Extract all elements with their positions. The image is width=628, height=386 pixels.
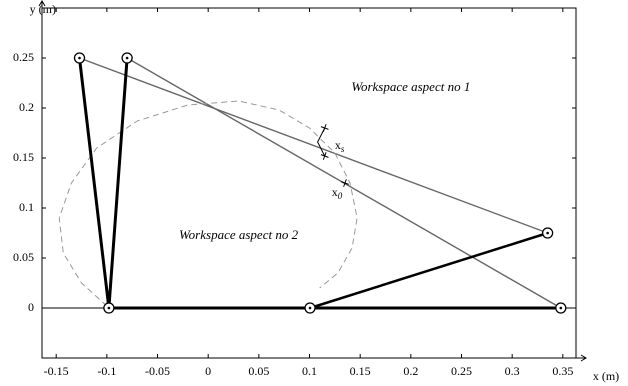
x-axis-arrow <box>576 354 587 362</box>
link <box>317 127 326 157</box>
y-tick-label: 0.15 <box>13 150 34 164</box>
annotation: xs <box>335 138 345 154</box>
annotation-text: x <box>335 138 341 152</box>
x-tick-label: -0.15 <box>44 364 69 378</box>
cross-marker <box>320 152 329 160</box>
annotation-subscript: s <box>341 144 345 154</box>
plot-frame <box>41 7 577 359</box>
joint-dot <box>559 306 563 310</box>
joint-dot <box>78 56 81 60</box>
x-axis-label: x (m) <box>593 369 619 383</box>
x-tick-label: -0.1 <box>97 364 116 378</box>
y-axis-arrow <box>38 0 46 8</box>
joint-dot <box>125 56 129 60</box>
joint-dot <box>308 306 312 310</box>
x-tick-label: 0.25 <box>451 364 472 378</box>
joint-dot <box>107 306 111 310</box>
annotation: Workspace aspect no 1 <box>351 79 470 94</box>
cross <box>320 124 329 132</box>
joint <box>103 302 115 314</box>
joint <box>304 302 316 314</box>
y-tick-label: 0.25 <box>13 50 34 64</box>
annotation: Workspace aspect no 2 <box>179 227 299 242</box>
joint <box>555 302 567 314</box>
link <box>79 57 548 234</box>
x-tick-label: 0.2 <box>403 364 418 378</box>
x-tick-label: 0.15 <box>350 364 371 378</box>
cross-marker <box>320 124 329 132</box>
cross-marker <box>341 179 349 187</box>
y-tick-label: 0 <box>28 300 34 314</box>
joint <box>73 52 86 64</box>
annotation: x0 <box>332 185 343 201</box>
workspace-boundary <box>58 100 358 307</box>
link <box>309 231 549 310</box>
cross <box>320 152 329 160</box>
y-tick-label: 0.2 <box>19 100 34 114</box>
link <box>107 57 129 309</box>
x-tick-label: 0.1 <box>302 364 317 378</box>
annotation-text: x <box>332 185 338 199</box>
x-tick-label: 0.3 <box>505 364 520 378</box>
joint <box>541 227 554 239</box>
link <box>78 57 111 309</box>
annotation-text: Workspace aspect no 1 <box>351 79 470 94</box>
y-tick-label: 0.1 <box>19 200 34 214</box>
y-tick-label: 0.05 <box>13 250 34 264</box>
annotation-subscript: 0 <box>338 191 343 201</box>
x-tick-label: -0.05 <box>145 364 170 378</box>
joint-dot <box>546 231 549 235</box>
x-tick-label: 0.05 <box>248 364 269 378</box>
x-tick-label: 0 <box>205 364 211 378</box>
x-tick-label: 0.35 <box>552 364 573 378</box>
cross <box>341 179 349 187</box>
annotation-text: Workspace aspect no 2 <box>179 227 299 242</box>
joint <box>121 52 133 64</box>
y-axis-label: y (m) <box>30 2 56 16</box>
